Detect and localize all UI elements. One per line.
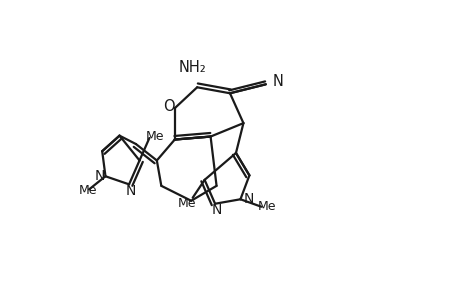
Text: N: N — [94, 169, 105, 183]
Text: N: N — [243, 192, 253, 206]
Text: N: N — [272, 74, 283, 89]
Text: O: O — [162, 99, 174, 114]
Text: N: N — [211, 203, 222, 217]
Text: NH₂: NH₂ — [179, 60, 206, 75]
Text: N: N — [125, 184, 136, 198]
Text: Me: Me — [78, 184, 96, 197]
Text: Me: Me — [145, 130, 164, 143]
Text: Me: Me — [257, 200, 276, 213]
Text: Me: Me — [178, 197, 196, 210]
